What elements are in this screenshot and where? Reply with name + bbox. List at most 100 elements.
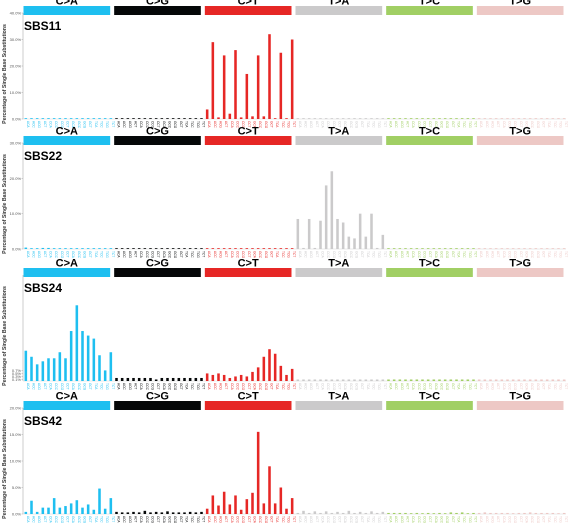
- signature-bar: [183, 248, 186, 249]
- context-label: CCA: [321, 121, 325, 129]
- signature-bar: [500, 512, 504, 514]
- signature-bar: [545, 379, 549, 381]
- context-label: CCT: [338, 251, 342, 258]
- context-label: CCT: [519, 121, 523, 128]
- mutation-type-label: C>G: [146, 258, 169, 270]
- y-tick-label: 5.0%: [12, 485, 22, 490]
- context-label: CCA: [139, 251, 143, 259]
- context-label: GCC: [168, 121, 172, 129]
- context-label: ACG: [491, 383, 495, 390]
- signature-bar: [285, 248, 288, 249]
- signature-bar: [239, 117, 243, 119]
- signature-bar: [35, 248, 39, 249]
- signature-bar: [154, 379, 158, 381]
- signature-bar: [370, 511, 373, 514]
- signature-bar: [143, 377, 147, 381]
- context-label: CCC: [508, 383, 512, 391]
- signature-bar: [398, 118, 402, 119]
- context-label: ACT: [43, 516, 47, 522]
- signature-bar: [58, 352, 62, 381]
- context-label: TCG: [377, 251, 381, 258]
- context-label: CCC: [236, 251, 240, 259]
- signature-bar: [166, 248, 169, 249]
- context-label: ACT: [43, 121, 47, 127]
- context-label: GCG: [536, 251, 540, 259]
- signature-bar: [81, 331, 84, 381]
- signature-bar: [449, 379, 453, 381]
- signature-bar: [336, 511, 339, 514]
- context-label: GCA: [434, 516, 438, 524]
- signature-bar: [143, 248, 147, 249]
- mutation-type-label: T>G: [509, 391, 531, 403]
- y-tick-label: 0.0%: [12, 247, 22, 252]
- signature-bar: [387, 118, 390, 119]
- signature-bar: [330, 379, 334, 381]
- signature-bar: [438, 248, 441, 249]
- signature-bar: [188, 511, 192, 514]
- signature-bar: [534, 512, 538, 514]
- context-label: TCA: [366, 383, 370, 390]
- mutation-type-strip: [386, 136, 473, 145]
- context-label: GCC: [258, 251, 262, 259]
- signature-bar: [296, 379, 300, 381]
- context-label: GCA: [253, 516, 257, 524]
- signature-bar: [41, 361, 45, 381]
- context-label: CCA: [321, 251, 325, 259]
- context-label: ACG: [491, 251, 495, 258]
- context-label: CCA: [321, 516, 325, 524]
- mutation-type-strip: [114, 6, 201, 15]
- signature-bar: [47, 247, 50, 249]
- context-label: GCA: [343, 121, 347, 129]
- signature-bar: [426, 118, 430, 119]
- context-label: CCG: [332, 516, 336, 524]
- signature-bar: [69, 503, 73, 514]
- signature-bar: [149, 248, 152, 249]
- context-label: CCT: [428, 516, 432, 523]
- context-label: CCA: [502, 516, 506, 524]
- signature-bar: [517, 512, 521, 514]
- signature-bar: [500, 118, 504, 119]
- context-label: TCC: [462, 251, 466, 258]
- signature-title: SBS22: [24, 149, 62, 163]
- signature-bar: [398, 512, 402, 514]
- signature-bar: [234, 495, 237, 514]
- y-tick-label: 0.0%: [12, 117, 22, 122]
- signature-bar: [160, 248, 164, 249]
- context-label: GCG: [355, 383, 359, 391]
- y-tick-label: 40.0%: [10, 11, 22, 16]
- context-label: ACT: [315, 516, 319, 522]
- signature-bar: [86, 335, 90, 381]
- signature-bar: [149, 512, 152, 514]
- signature-bar: [92, 118, 96, 119]
- context-label: GCC: [440, 251, 444, 259]
- context-label: GCT: [360, 251, 364, 258]
- signature-bar: [353, 512, 356, 514]
- context-label: CCG: [241, 121, 245, 129]
- signature-bar: [551, 512, 555, 514]
- signature-bar: [370, 213, 373, 249]
- context-label: CCG: [332, 251, 336, 259]
- signature-bar: [132, 377, 135, 381]
- signature-bar: [557, 248, 560, 249]
- signature-bar: [375, 118, 379, 119]
- signature-bar: [228, 113, 232, 119]
- context-label: ACA: [298, 121, 302, 128]
- context-label: ACG: [400, 516, 404, 523]
- context-label: GCC: [530, 383, 534, 391]
- signature-bar: [75, 500, 79, 514]
- context-label: GCG: [355, 251, 359, 259]
- signature-bar: [341, 379, 345, 381]
- context-label: ACT: [134, 383, 138, 389]
- context-label: CCT: [428, 251, 432, 258]
- context-label: CCC: [54, 516, 58, 524]
- context-label: GCT: [179, 516, 183, 523]
- context-label: GCA: [162, 121, 166, 129]
- signature-bar: [285, 118, 288, 119]
- signature-bar: [523, 512, 526, 514]
- context-label: TCG: [196, 251, 200, 258]
- context-label: ACC: [304, 383, 308, 390]
- signature-bar: [279, 248, 283, 249]
- signature-bar: [432, 118, 436, 119]
- context-label: CCG: [513, 516, 517, 524]
- signature-bar: [483, 512, 487, 514]
